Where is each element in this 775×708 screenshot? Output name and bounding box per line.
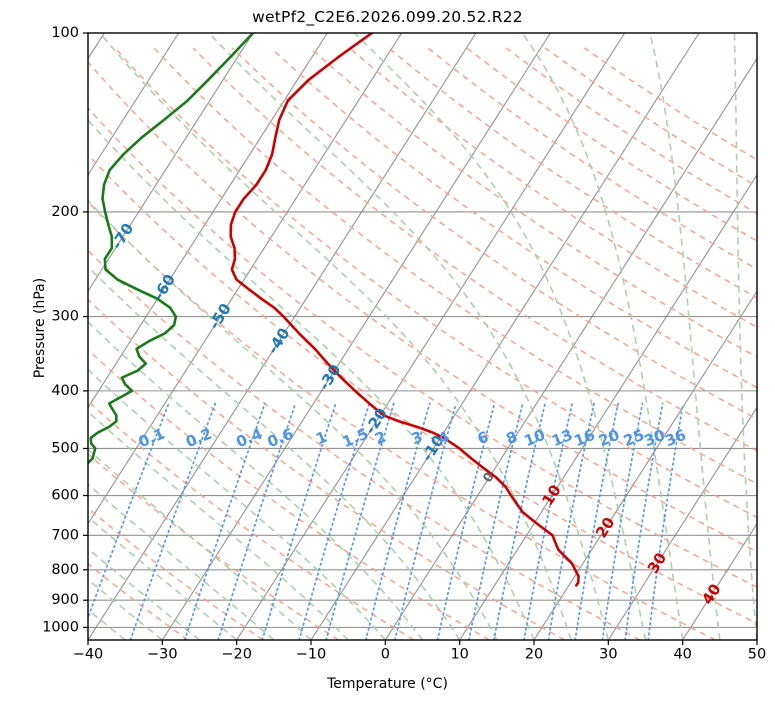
svg-text:−30: −30 <box>147 647 178 663</box>
svg-text:400: 400 <box>51 383 79 399</box>
svg-text:−20: −20 <box>221 647 252 663</box>
svg-text:800: 800 <box>51 562 79 578</box>
svg-text:40: 40 <box>673 647 691 663</box>
svg-text:700: 700 <box>51 527 79 543</box>
svg-text:500: 500 <box>51 440 79 456</box>
svg-text:20: 20 <box>525 647 543 663</box>
svg-text:30: 30 <box>599 647 617 663</box>
plot-background <box>88 33 757 640</box>
x-axis-label: Temperature (°C) <box>327 676 448 692</box>
svg-text:100: 100 <box>51 25 79 41</box>
svg-text:900: 900 <box>51 592 79 608</box>
svg-text:600: 600 <box>51 488 79 504</box>
svg-text:0: 0 <box>381 647 390 663</box>
svg-text:300: 300 <box>51 309 79 325</box>
svg-text:1000: 1000 <box>42 619 79 635</box>
plot-frame <box>87 32 758 641</box>
svg-text:50: 50 <box>748 647 766 663</box>
sounding-curves <box>88 33 580 587</box>
page-title: wetPf2_C2E6.2026.099.20.52.R22 <box>252 8 523 26</box>
svg-text:−40: −40 <box>73 647 104 663</box>
background-grid <box>88 33 757 640</box>
svg-text:10: 10 <box>450 647 468 663</box>
svg-text:−10: −10 <box>296 647 327 663</box>
svg-text:200: 200 <box>51 204 79 220</box>
